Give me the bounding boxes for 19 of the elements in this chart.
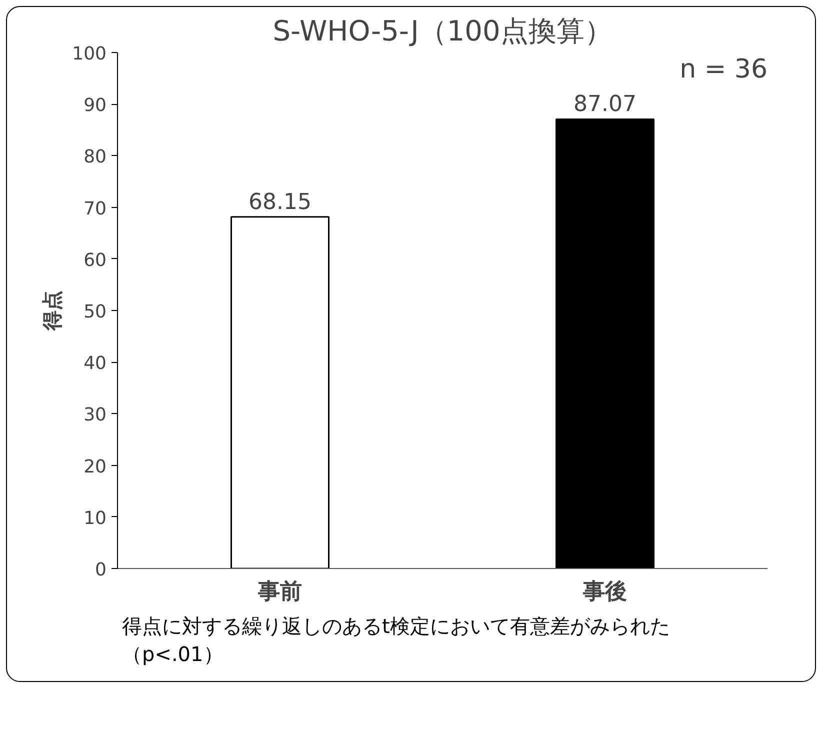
y-tick-label: 10: [84, 508, 106, 529]
data-label: 68.15: [248, 190, 312, 215]
y-tick-label: 50: [84, 302, 106, 322]
y-tick-label: 60: [84, 250, 106, 271]
y-tick-label: 90: [84, 95, 106, 116]
chart-title: S-WHO-5-J（100点換算）: [272, 14, 612, 48]
y-tick-label: 0: [95, 560, 106, 580]
text: 得点に対する繰り返しのあるt検定において有意差がみられた（p<.01）: [122, 613, 671, 668]
y-tick-label: 30: [84, 404, 106, 426]
y-tick-label: 80: [84, 146, 106, 168]
y-axis-title: 得点: [40, 290, 64, 332]
y-tick-label: 100: [72, 44, 107, 64]
data-label: 87.07: [574, 92, 636, 118]
y-tick-label: 40: [84, 353, 106, 374]
x-tick-label: 事前: [257, 580, 302, 604]
x-tick-label: 事後: [582, 580, 627, 604]
annotation: n = 36: [680, 54, 768, 84]
y-tick-label: 20: [84, 456, 106, 478]
y-tick-label: 70: [84, 198, 106, 220]
